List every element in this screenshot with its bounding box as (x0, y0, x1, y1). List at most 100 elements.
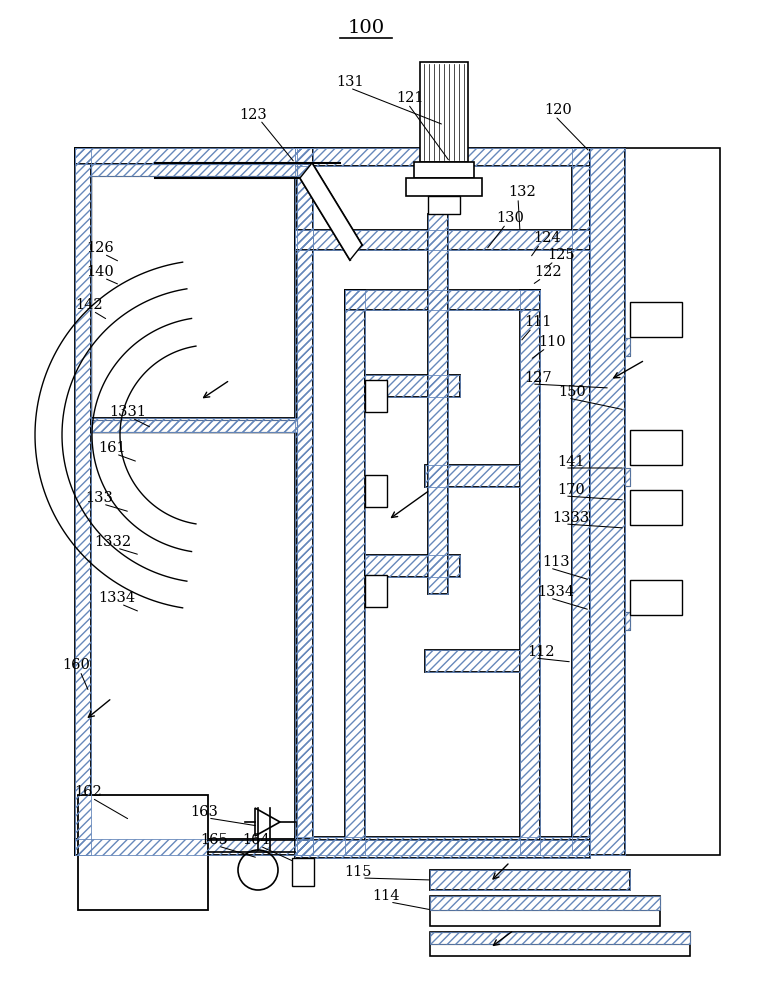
Bar (75, 148, 91, 855)
Bar (572, 148, 590, 855)
Text: 111: 111 (524, 315, 552, 329)
Text: 161: 161 (98, 441, 126, 455)
Bar (425, 465, 520, 487)
Bar (297, 148, 313, 855)
Bar (430, 896, 660, 926)
Bar (295, 148, 590, 166)
Text: 110: 110 (538, 335, 566, 349)
Bar (295, 230, 590, 250)
Bar (295, 230, 590, 250)
Bar (365, 375, 460, 397)
Polygon shape (300, 163, 362, 260)
Bar (78, 795, 208, 910)
Text: 162: 162 (74, 785, 102, 799)
Bar (428, 214, 448, 594)
Bar (75, 148, 91, 855)
Text: 115: 115 (344, 865, 372, 879)
Text: 132: 132 (508, 185, 536, 199)
Bar (430, 870, 630, 890)
Text: 120: 120 (544, 103, 572, 117)
Bar (625, 468, 630, 486)
Text: 140: 140 (86, 265, 114, 279)
Bar (430, 932, 690, 944)
Bar (630, 302, 682, 337)
Bar (345, 290, 540, 310)
Bar (625, 612, 630, 630)
Bar (91, 418, 297, 432)
Bar (91, 420, 297, 432)
Bar (590, 148, 625, 855)
Bar (625, 612, 630, 630)
Text: 1332: 1332 (94, 535, 132, 549)
Bar (295, 148, 313, 855)
Text: 131: 131 (336, 75, 364, 89)
Text: 1334: 1334 (538, 585, 574, 599)
Bar (630, 580, 682, 615)
Bar (406, 178, 482, 196)
Bar (428, 214, 448, 594)
Bar (295, 148, 313, 855)
Bar (295, 840, 590, 858)
Text: 114: 114 (372, 889, 400, 903)
Text: 126: 126 (86, 241, 114, 255)
Bar (430, 896, 660, 910)
Bar (420, 62, 468, 162)
Bar (630, 490, 682, 525)
Bar (75, 148, 313, 164)
Text: 100: 100 (348, 19, 385, 37)
Bar (295, 840, 590, 858)
Bar (292, 858, 314, 886)
Text: 122: 122 (534, 265, 561, 279)
Text: 150: 150 (558, 385, 586, 399)
Text: 130: 130 (496, 211, 524, 225)
Text: 170: 170 (557, 483, 585, 497)
Text: 141: 141 (557, 455, 584, 469)
Bar (295, 837, 590, 855)
Bar (520, 290, 540, 855)
Bar (345, 290, 540, 310)
Bar (590, 148, 625, 855)
Bar (520, 290, 540, 855)
Bar (365, 575, 387, 607)
Bar (91, 164, 297, 176)
Bar (365, 475, 387, 507)
Bar (625, 338, 630, 356)
Bar (365, 555, 460, 577)
Text: 160: 160 (62, 658, 90, 672)
Bar (414, 162, 474, 178)
Text: 1334: 1334 (99, 591, 136, 605)
Bar (75, 839, 313, 855)
Text: 121: 121 (396, 91, 424, 105)
Text: 125: 125 (547, 248, 574, 262)
Bar (91, 418, 297, 432)
Bar (295, 148, 590, 166)
Bar (430, 932, 690, 956)
Bar (91, 420, 297, 432)
Bar (365, 380, 387, 412)
Text: 1331: 1331 (110, 405, 146, 419)
Bar (75, 148, 313, 164)
Bar (625, 338, 630, 356)
Text: 164: 164 (242, 833, 270, 847)
Bar (430, 896, 660, 910)
Text: 1333: 1333 (552, 511, 590, 525)
Bar (630, 430, 682, 465)
Bar (430, 870, 630, 890)
Text: 112: 112 (527, 645, 555, 659)
Text: 123: 123 (239, 108, 267, 122)
Bar (297, 148, 313, 855)
Bar (345, 290, 365, 855)
Text: 124: 124 (533, 231, 561, 245)
Text: 133: 133 (85, 491, 113, 505)
Bar (425, 465, 520, 487)
Text: 113: 113 (542, 555, 570, 569)
Text: 127: 127 (524, 371, 552, 385)
Bar (365, 375, 460, 397)
Bar (425, 650, 520, 672)
Text: 165: 165 (200, 833, 228, 847)
Bar (430, 932, 690, 944)
Bar (345, 290, 365, 855)
Bar (625, 468, 630, 486)
Bar (365, 555, 460, 577)
Bar (91, 164, 297, 432)
